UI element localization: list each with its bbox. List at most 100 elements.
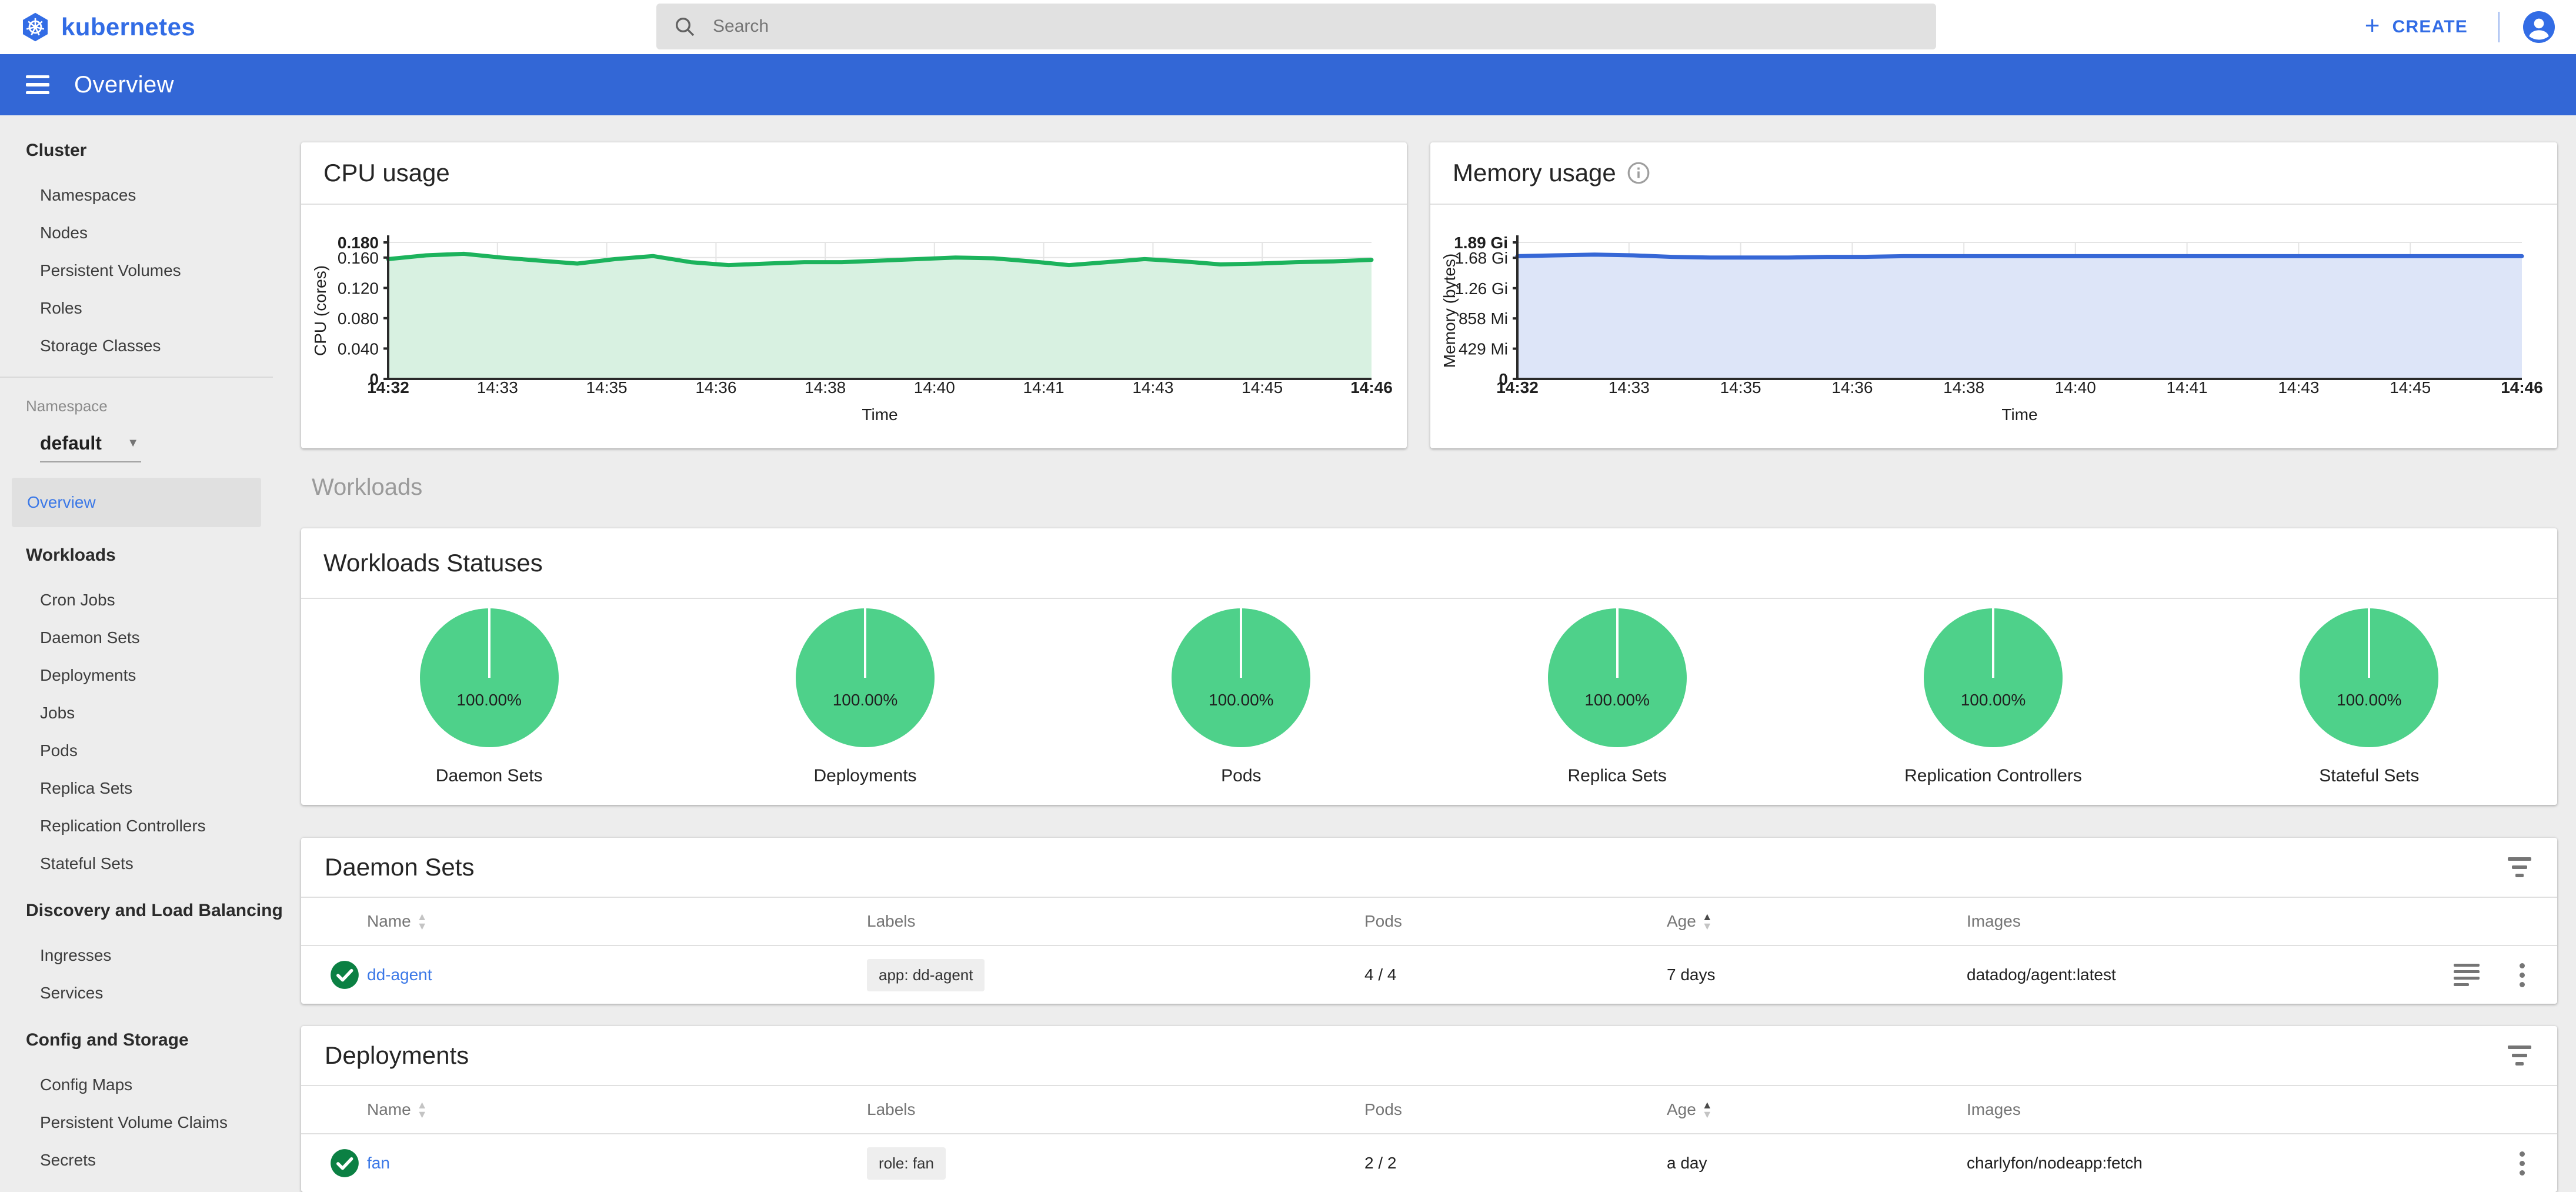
column-header-label: Age <box>1667 912 1696 930</box>
kebab-menu-icon[interactable] <box>2510 1151 2534 1176</box>
status-donut-deployments: 100.00% Deployments <box>677 608 1053 786</box>
svg-text:1.89 Gi: 1.89 Gi <box>1454 234 1508 252</box>
sidebar-item-replication-controllers[interactable]: Replication Controllers <box>40 817 206 835</box>
memory-usage-plot: 0 429 Mi 858 Mi 1.26 Gi 1.68 Gi1.89 Gi 14:32 1… <box>1440 234 2543 424</box>
svg-text:0: 0 <box>1499 370 1508 388</box>
sidebar-item-storage-classes[interactable]: Storage Classes <box>40 337 161 355</box>
donut-pie-chart: 100.00% <box>795 608 935 747</box>
svg-text:14:43: 14:43 <box>1132 378 1173 397</box>
svg-text:1.26 Gi: 1.26 Gi <box>1455 279 1508 298</box>
sidebar-item-deployments[interactable]: Deployments <box>40 666 136 684</box>
sidebar-item-jobs[interactable]: Jobs <box>40 704 75 722</box>
statuses-donut-row: 100.00% Daemon Sets 100.00% Deployments 100.… <box>301 599 2557 786</box>
sidebar-item-overview[interactable]: Overview <box>12 478 261 527</box>
column-header-age[interactable]: Age ▲ ▼ <box>1667 1100 1967 1120</box>
table-row: dd-agent app: dd-agent 4 / 4 7 days datadog/… <box>301 946 2557 1004</box>
svg-text:14:32: 14:32 <box>1496 378 1539 397</box>
column-header-labels: Labels <box>867 1100 1364 1119</box>
donut-pie-chart: 100.00% <box>1172 608 1311 747</box>
create-button-label: CREATE <box>2392 17 2468 36</box>
donut-slice-boundary <box>1991 608 1994 678</box>
cell-pods: 4 / 4 <box>1364 965 1397 984</box>
namespace-select[interactable]: default ▼ <box>40 425 141 462</box>
sort-arrows-icon: ▲ ▼ <box>416 911 428 932</box>
memory-usage-title: Memory usage <box>1453 159 1616 187</box>
svg-text:0: 0 <box>369 370 379 388</box>
namespace-label: Namespace <box>26 397 108 415</box>
donut-label: Replica Sets <box>1567 766 1667 785</box>
sidebar-section-title: Workloads <box>26 545 116 565</box>
sidebar-section-discovery-and-load-balancing: Discovery and Load Balancing Ingresses Ser… <box>0 892 283 1012</box>
resource-name-link[interactable]: dd-agent <box>367 965 432 984</box>
column-header-label: Images <box>1967 912 2021 930</box>
sidebar-item-ingresses[interactable]: Ingresses <box>40 946 112 964</box>
column-header-name[interactable]: Name ▲ ▼ <box>367 1099 867 1120</box>
user-avatar-button[interactable] <box>2523 11 2555 43</box>
brand[interactable]: kubernetes <box>20 12 195 42</box>
header-divider <box>2498 12 2500 42</box>
svg-text:14:36: 14:36 <box>695 378 736 397</box>
status-ok-icon <box>301 960 367 990</box>
svg-text:14:33: 14:33 <box>477 378 518 397</box>
sidebar-item-stateful-sets[interactable]: Stateful Sets <box>40 854 134 873</box>
column-header-labels: Labels <box>867 912 1364 931</box>
kubernetes-logo-icon <box>20 12 51 42</box>
search-input[interactable] <box>710 15 1920 38</box>
sidebar-item-config-maps[interactable]: Config Maps <box>40 1076 133 1094</box>
column-header-pods: Pods <box>1364 1100 1667 1119</box>
donut-label: Replication Controllers <box>1904 766 2082 785</box>
cell-age: 7 days <box>1667 965 1716 984</box>
sidebar-item-roles[interactable]: Roles <box>40 299 82 317</box>
svg-text:0.080: 0.080 <box>338 309 379 328</box>
sidebar-divider <box>0 377 273 378</box>
svg-text:0.180: 0.180 <box>338 234 379 252</box>
sidebar-item-persistent-volumes[interactable]: Persistent Volumes <box>40 261 181 279</box>
sort-arrows-icon: ▲ ▼ <box>416 1099 428 1120</box>
create-button[interactable]: + CREATE <box>2358 13 2475 41</box>
filter-icon[interactable] <box>2505 1046 2534 1066</box>
deployments-title: Deployments <box>325 1041 469 1069</box>
column-header-label: Images <box>1967 1100 2021 1118</box>
toolbar: Overview <box>0 54 2576 115</box>
memory-usage-chart: 0 429 Mi 858 Mi 1.26 Gi 1.68 Gi 1.89 Gi 14:32 1… <box>1430 205 2557 447</box>
table-card-header: Daemon Sets <box>301 838 2557 898</box>
sidebar-item-nodes[interactable]: Nodes <box>40 224 88 242</box>
column-header-label: Name <box>367 912 411 930</box>
sidebar-item-persistent-volume-claims[interactable]: Persistent Volume Claims <box>40 1113 228 1131</box>
label-chip: app: dd-agent <box>867 958 985 991</box>
sidebar-item-cron-jobs[interactable]: Cron Jobs <box>40 591 115 609</box>
cell-pods: 2 / 2 <box>1364 1154 1397 1172</box>
table-header-row: Name ▲ ▼ Labels Pods Age ▲ ▼ Images <box>301 1086 2557 1134</box>
filter-icon[interactable] <box>2505 857 2534 877</box>
sidebar-item-pods[interactable]: Pods <box>40 741 78 760</box>
deployments-card: Deployments Name ▲ ▼ Labels Pods Age ▲ ▼ Images fa… <box>301 1026 2557 1192</box>
sidebar-item-daemon-sets[interactable]: Daemon Sets <box>40 628 140 647</box>
sidebar-item-secrets[interactable]: Secrets <box>40 1151 96 1169</box>
kebab-menu-icon[interactable] <box>2510 963 2534 987</box>
hamburger-menu-icon[interactable] <box>26 75 49 94</box>
label-chip: role: fan <box>867 1147 946 1180</box>
column-header-name[interactable]: Name ▲ ▼ <box>367 911 867 932</box>
sidebar-section-title: Cluster <box>26 141 87 160</box>
sidebar-item-namespaces[interactable]: Namespaces <box>40 186 136 204</box>
sidebar-item-replica-sets[interactable]: Replica Sets <box>40 779 133 797</box>
resource-name-link[interactable]: fan <box>367 1154 390 1172</box>
workloads-statuses-title: Workloads Statuses <box>323 549 543 577</box>
sidebar-item-services[interactable]: Services <box>40 984 104 1002</box>
svg-text:14:35: 14:35 <box>1720 378 1761 397</box>
info-icon[interactable] <box>1627 161 1650 185</box>
svg-text:429 Mi: 429 Mi <box>1459 340 1508 358</box>
donut-slice-boundary <box>1616 608 1619 678</box>
svg-text:14:45: 14:45 <box>2390 378 2431 397</box>
donut-percentage: 100.00% <box>1209 691 1274 709</box>
column-header-label: Name <box>367 1100 411 1118</box>
brand-title: kubernetes <box>61 13 196 41</box>
donut-slice-boundary <box>863 608 866 678</box>
column-header-images: Images <box>1967 1100 2454 1119</box>
logs-icon[interactable] <box>2454 963 2480 987</box>
svg-text:Memory (bytes): Memory (bytes) <box>1440 254 1459 368</box>
donut-percentage: 100.00% <box>456 691 522 709</box>
svg-text:14:38: 14:38 <box>1943 378 1984 397</box>
column-header-age[interactable]: Age ▲ ▼ <box>1667 911 1967 931</box>
